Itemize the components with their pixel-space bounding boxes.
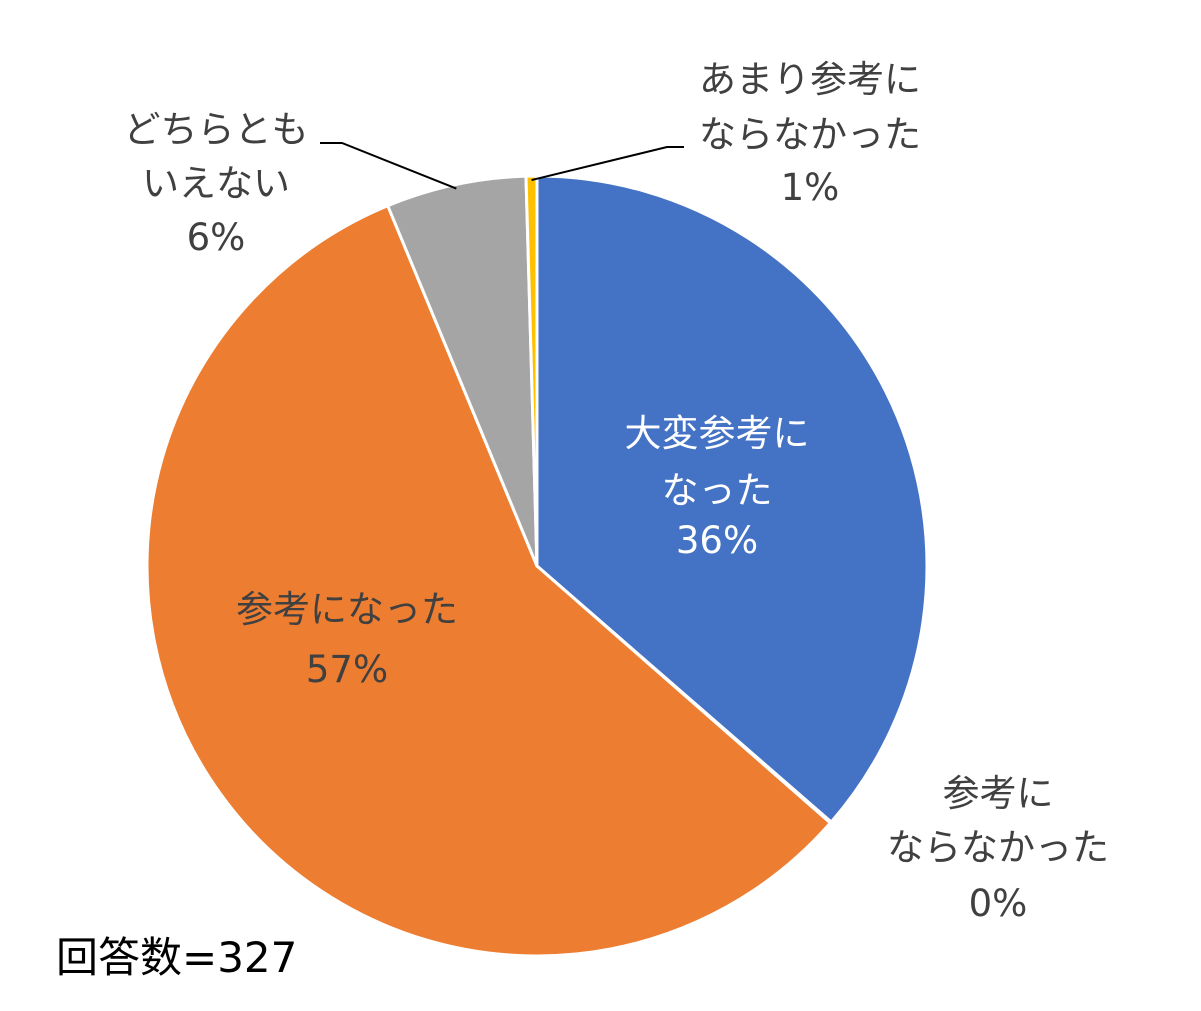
- leader-line-neutral: [320, 142, 457, 190]
- slice-pct-helpful: 57%: [306, 648, 388, 691]
- slice-label-not-helpful-line-2: ならなかった: [887, 826, 1109, 869]
- pie-slice-helpful: [145, 204, 832, 958]
- leader-line-not-very-helpful: [531, 146, 684, 182]
- slice-label-helpful-line-1: 参考になった: [236, 588, 458, 631]
- slice-label-neutral-line-2: いえない: [142, 162, 290, 205]
- slice-pct-very-helpful: 36%: [676, 519, 758, 562]
- slices-layer: [145, 174, 929, 958]
- respondent-count-footnote: 回答数=327: [56, 933, 297, 982]
- slice-pct-neutral: 6%: [187, 216, 246, 259]
- leader-lines: [320, 142, 684, 190]
- slice-label-very-helpful-line-2: なった: [662, 469, 773, 512]
- slice-pct-not-very-helpful: 1%: [781, 166, 840, 209]
- slice-pct-not-helpful: 0%: [969, 882, 1028, 925]
- slice-label-very-helpful-line-1: 大変参考に: [625, 412, 810, 455]
- slice-label-not-helpful-line-1: 参考に: [943, 772, 1054, 815]
- pie-slice-not-very-helpful: [524, 174, 539, 568]
- slice-label-neutral-line-1: どちらとも: [124, 108, 309, 151]
- pie-slice-very-helpful: [535, 174, 929, 824]
- pie-slice-neutral: [386, 174, 539, 568]
- slice-label-not-very-helpful-line-1: あまり参考に: [699, 58, 921, 101]
- slice-label-not-very-helpful-line-2: ならなかった: [699, 113, 921, 156]
